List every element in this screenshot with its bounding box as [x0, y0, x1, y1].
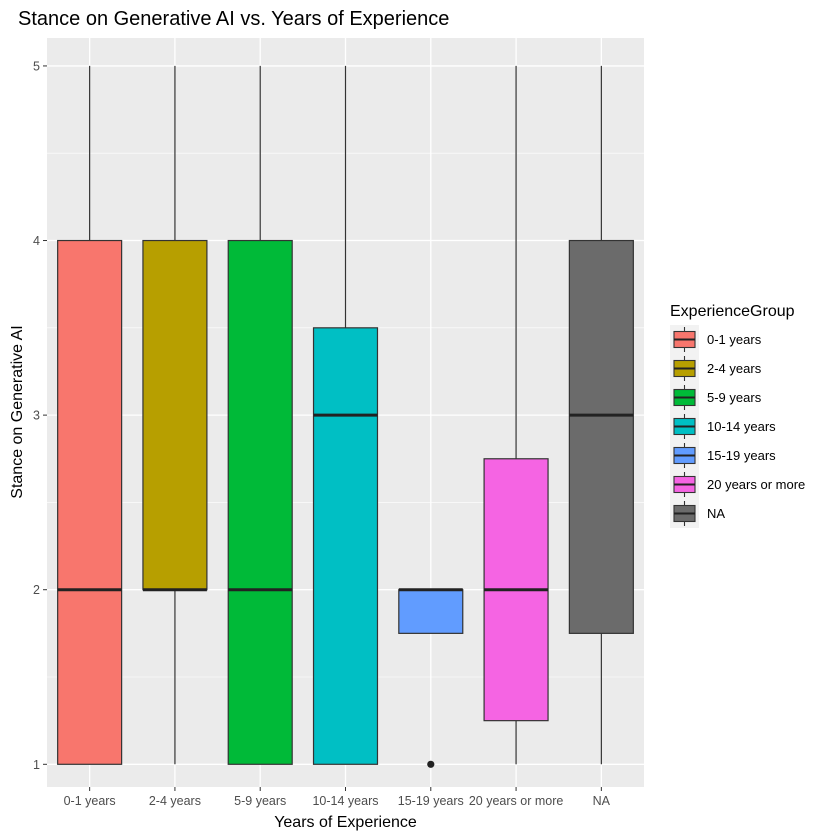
legend-label: 20 years or more — [707, 477, 805, 492]
box-body — [568, 239, 634, 634]
x-tick-label: 15-19 years — [398, 794, 464, 808]
legend-item: 20 years or more — [670, 470, 805, 499]
box-2-4-years — [142, 65, 208, 765]
x-axis-title: Years of Experience — [274, 814, 417, 831]
legend-label: 10-14 years — [707, 419, 776, 434]
box-0-1-years — [57, 65, 123, 765]
legend-label: 2-4 years — [707, 361, 762, 376]
box-outlier — [427, 760, 435, 768]
y-tick-label: 2 — [33, 583, 40, 597]
box-body — [57, 239, 123, 765]
x-tick-label: NA — [593, 794, 611, 808]
box-body — [227, 239, 293, 765]
box-20-years-or-more — [483, 65, 549, 765]
y-axis: 1 2 3 4 5 — [33, 59, 47, 772]
y-tick-label: 5 — [33, 59, 40, 73]
box-10-14-years — [312, 65, 379, 765]
y-tick-label: 4 — [33, 234, 40, 248]
chart-title: Stance on Generative AI vs. Years of Exp… — [18, 8, 449, 30]
box-5-9-years — [227, 65, 293, 765]
box-body — [398, 589, 464, 634]
legend-item: 15-19 years — [670, 441, 776, 470]
legend-item: 0-1 years — [670, 325, 762, 354]
box-series — [57, 65, 634, 768]
legend-item: NA — [670, 499, 725, 528]
x-axis: 0-1 years 2-4 years 5-9 years 10-14 years 15… — [64, 787, 611, 808]
legend-item: 5-9 years — [670, 383, 762, 412]
box-15-19-years — [398, 588, 464, 768]
x-tick-label: 0-1 years — [64, 794, 116, 808]
x-tick-label: 2-4 years — [149, 794, 201, 808]
legend-label: NA — [707, 506, 725, 521]
legend: ExperienceGroup 0-1 years 2-4 years 5-9 ye… — [670, 303, 805, 528]
legend-label: 0-1 years — [707, 332, 762, 347]
legend-label: 15-19 years — [707, 448, 776, 463]
box-na — [568, 65, 634, 765]
box-body — [312, 327, 379, 765]
x-tick-label: 20 years or more — [469, 794, 564, 808]
y-tick-label: 3 — [33, 409, 40, 423]
x-tick-label: 5-9 years — [234, 794, 286, 808]
legend-label: 5-9 years — [707, 390, 762, 405]
legend-title: ExperienceGroup — [670, 303, 795, 320]
legend-item: 10-14 years — [670, 412, 776, 441]
y-axis-title: Stance on Generative AI — [9, 325, 26, 498]
y-tick-label: 1 — [33, 758, 40, 772]
legend-item: 2-4 years — [670, 354, 762, 383]
x-tick-label: 10-14 years — [312, 794, 378, 808]
box-body — [142, 239, 208, 591]
